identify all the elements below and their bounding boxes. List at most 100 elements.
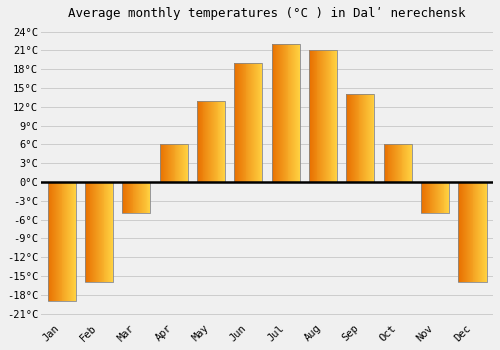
Bar: [171, 145, 172, 182]
Bar: [174, 145, 176, 182]
Bar: [165, 145, 166, 182]
Bar: [272, 44, 299, 182]
Bar: [137, 182, 138, 214]
Bar: [52, 182, 53, 301]
Bar: [280, 44, 281, 182]
Bar: [421, 182, 449, 214]
Bar: [254, 63, 255, 182]
Bar: [142, 182, 143, 214]
Bar: [140, 182, 141, 214]
Bar: [409, 145, 410, 182]
Bar: [411, 145, 412, 182]
Bar: [478, 182, 479, 282]
Bar: [216, 100, 218, 182]
Bar: [260, 63, 262, 182]
Bar: [349, 94, 350, 182]
Bar: [70, 182, 71, 301]
Bar: [391, 145, 392, 182]
Bar: [237, 63, 238, 182]
Bar: [422, 182, 423, 214]
Bar: [197, 100, 198, 182]
Bar: [482, 182, 483, 282]
Bar: [464, 182, 465, 282]
Bar: [311, 50, 312, 182]
Bar: [446, 182, 448, 214]
Bar: [122, 182, 123, 214]
Bar: [397, 145, 398, 182]
Bar: [109, 182, 110, 282]
Bar: [169, 145, 170, 182]
Bar: [483, 182, 484, 282]
Bar: [51, 182, 52, 301]
Bar: [367, 94, 368, 182]
Bar: [220, 100, 221, 182]
Bar: [406, 145, 407, 182]
Bar: [400, 145, 402, 182]
Bar: [55, 182, 56, 301]
Bar: [458, 182, 460, 282]
Bar: [426, 182, 428, 214]
Bar: [60, 182, 62, 301]
Bar: [178, 145, 179, 182]
Bar: [335, 50, 336, 182]
Bar: [477, 182, 478, 282]
Bar: [330, 50, 332, 182]
Bar: [296, 44, 297, 182]
Bar: [448, 182, 449, 214]
Bar: [223, 100, 224, 182]
Bar: [312, 50, 313, 182]
Bar: [294, 44, 295, 182]
Bar: [100, 182, 101, 282]
Bar: [396, 145, 397, 182]
Bar: [90, 182, 92, 282]
Bar: [138, 182, 139, 214]
Bar: [346, 94, 348, 182]
Bar: [334, 50, 335, 182]
Bar: [56, 182, 57, 301]
Bar: [143, 182, 144, 214]
Bar: [298, 44, 299, 182]
Bar: [436, 182, 437, 214]
Bar: [394, 145, 395, 182]
Bar: [141, 182, 142, 214]
Bar: [214, 100, 216, 182]
Bar: [125, 182, 126, 214]
Bar: [288, 44, 290, 182]
Bar: [236, 63, 237, 182]
Bar: [127, 182, 128, 214]
Bar: [465, 182, 466, 282]
Bar: [136, 182, 137, 214]
Bar: [430, 182, 432, 214]
Bar: [336, 50, 337, 182]
Bar: [211, 100, 212, 182]
Bar: [99, 182, 100, 282]
Bar: [472, 182, 474, 282]
Bar: [281, 44, 282, 182]
Bar: [181, 145, 182, 182]
Bar: [428, 182, 430, 214]
Bar: [369, 94, 370, 182]
Bar: [324, 50, 325, 182]
Bar: [54, 182, 55, 301]
Bar: [346, 94, 374, 182]
Bar: [440, 182, 442, 214]
Bar: [432, 182, 434, 214]
Bar: [218, 100, 220, 182]
Bar: [206, 100, 207, 182]
Bar: [124, 182, 125, 214]
Bar: [86, 182, 88, 282]
Bar: [327, 50, 328, 182]
Bar: [208, 100, 209, 182]
Bar: [168, 145, 169, 182]
Bar: [130, 182, 132, 214]
Bar: [363, 94, 364, 182]
Bar: [162, 145, 164, 182]
Bar: [183, 145, 184, 182]
Bar: [295, 44, 296, 182]
Bar: [209, 100, 210, 182]
Bar: [320, 50, 321, 182]
Bar: [213, 100, 214, 182]
Bar: [57, 182, 58, 301]
Bar: [48, 182, 76, 301]
Bar: [170, 145, 171, 182]
